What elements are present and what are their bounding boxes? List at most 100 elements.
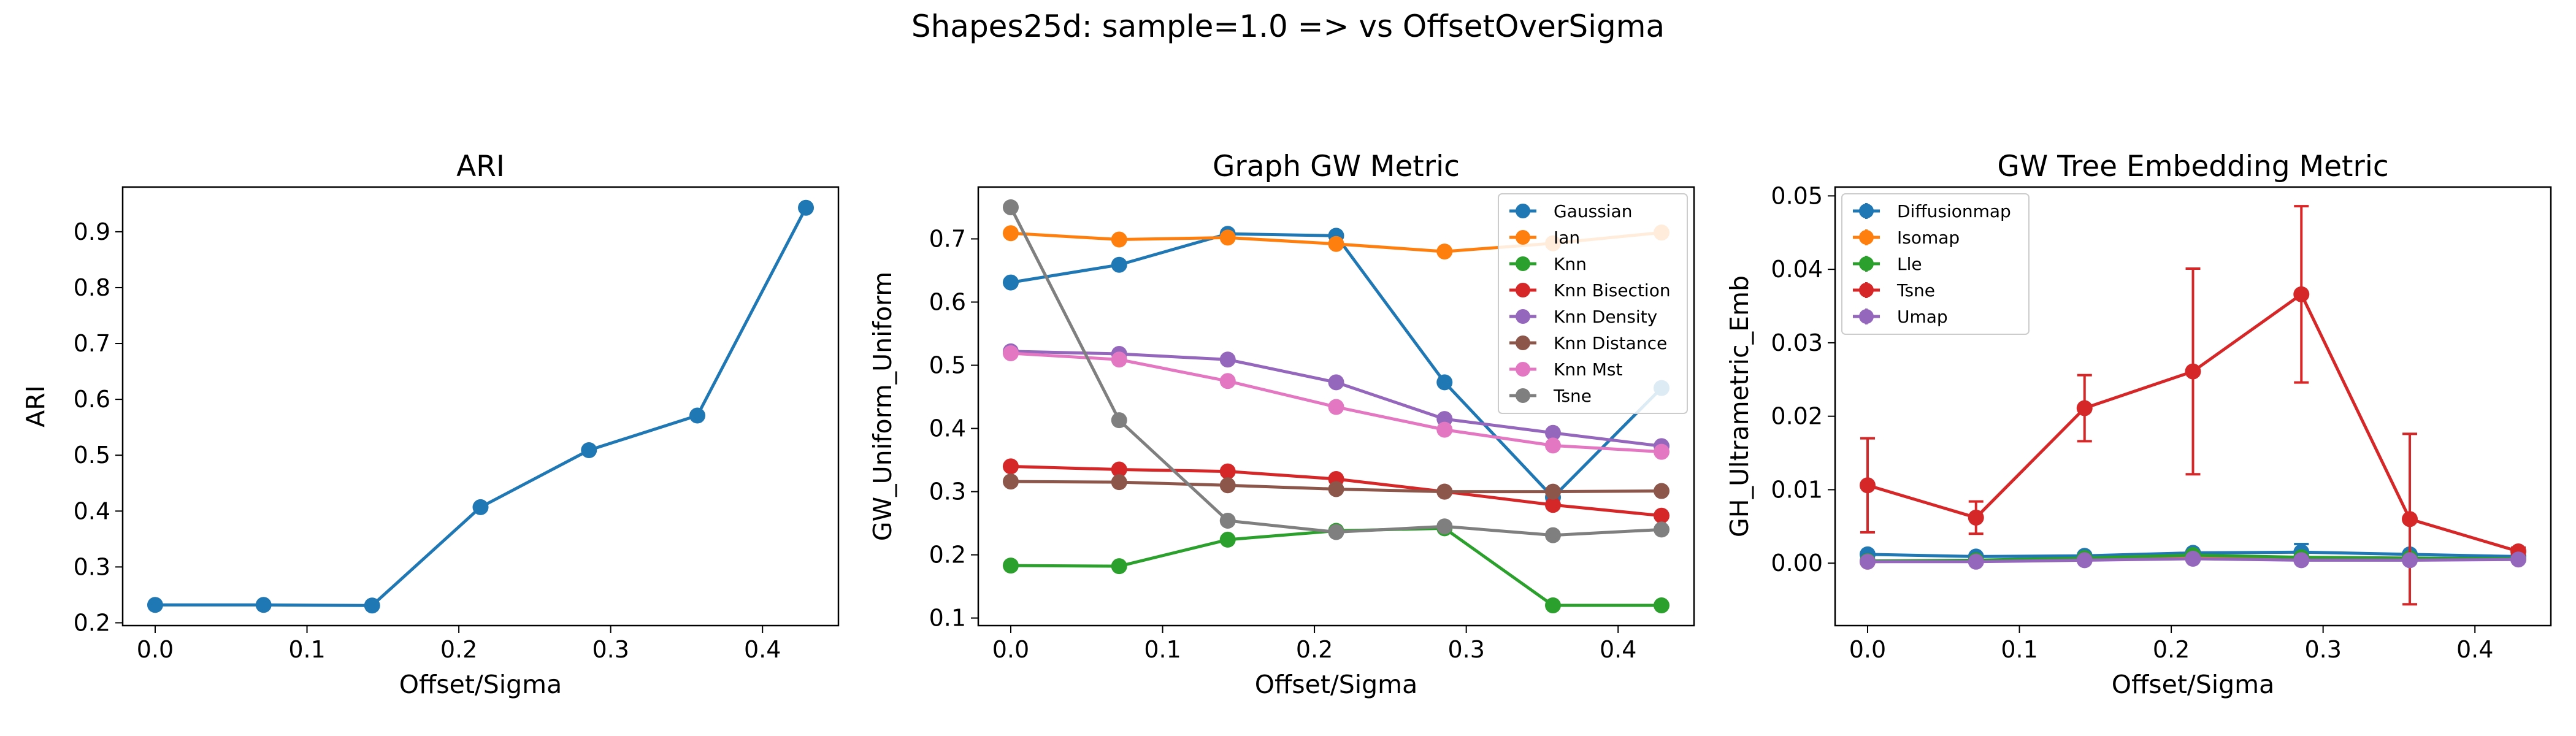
- data-point: [1111, 231, 1127, 248]
- data-point: [2076, 552, 2093, 569]
- data-point: [1219, 373, 1236, 389]
- x-tick-label: 0.4: [2456, 636, 2493, 663]
- panel-title: GW Tree Embedding Metric: [1997, 150, 2388, 183]
- data-point: [2510, 551, 2527, 568]
- data-point: [1002, 274, 1019, 291]
- data-point: [1002, 225, 1019, 242]
- data-point: [1002, 199, 1019, 215]
- legend-label: Knn Distance: [1554, 333, 1667, 353]
- x-tick-label: 0.3: [1447, 636, 1484, 663]
- x-tick-label: 0.2: [1296, 636, 1333, 663]
- data-point: [1436, 483, 1453, 500]
- data-point: [1111, 412, 1127, 429]
- y-tick-label: 0.02: [1771, 403, 1823, 430]
- data-point: [1545, 437, 1562, 454]
- x-tick-label: 0.1: [288, 636, 325, 663]
- legend-frame: [1498, 193, 1688, 414]
- y-tick-label: 0.3: [929, 478, 966, 505]
- series-line: [155, 207, 808, 607]
- x-tick-label: 0.1: [1144, 636, 1181, 663]
- legend-marker: [1516, 309, 1530, 324]
- data-point: [1219, 463, 1236, 480]
- data-point: [472, 499, 489, 515]
- legend-marker: [1516, 388, 1530, 403]
- x-tick-label: 0.2: [440, 636, 477, 663]
- data-point: [1436, 243, 1453, 260]
- data-point: [1968, 509, 1984, 526]
- y-tick-label: 0.4: [929, 415, 966, 442]
- panel-title: ARI: [456, 150, 505, 183]
- data-point: [1328, 481, 1344, 497]
- y-tick-label: 0.4: [74, 497, 110, 524]
- legend-label: Tsne: [1896, 280, 1935, 301]
- axes-frame: [977, 186, 1695, 627]
- panel-title: Graph GW Metric: [1213, 150, 1460, 183]
- data-point: [1654, 507, 1670, 524]
- y-tick-label: 0.05: [1771, 182, 1823, 209]
- data-point: [2076, 400, 2093, 416]
- legend-marker: [1516, 230, 1530, 245]
- series-0: [147, 199, 815, 614]
- data-point: [1219, 229, 1236, 246]
- data-point: [1654, 597, 1670, 614]
- data-point: [1111, 558, 1127, 575]
- legend-label: Knn Bisection: [1554, 280, 1671, 301]
- x-tick-label: 0.3: [2304, 636, 2341, 663]
- x-tick-label: 0.1: [2001, 636, 2037, 663]
- legend-marker: [1516, 256, 1530, 271]
- data-point: [798, 199, 815, 216]
- legend-label: Ian: [1554, 228, 1580, 248]
- y-tick-label: 0.7: [74, 330, 110, 357]
- legend-marker: [1859, 283, 1874, 297]
- data-point: [1436, 421, 1453, 438]
- data-point: [1002, 473, 1019, 490]
- data-point: [1436, 518, 1453, 535]
- legend-label: Diffusionmap: [1897, 201, 2011, 221]
- data-point: [2402, 552, 2418, 569]
- data-point: [2185, 363, 2201, 380]
- data-point: [1002, 558, 1019, 574]
- data-point: [1968, 553, 1984, 570]
- series-knn-mst: [1002, 345, 1670, 460]
- legend: Gaussian Ian Knn Knn Bisection Knn Density Kn…: [1498, 193, 1688, 414]
- series-tsne: [1002, 199, 1670, 543]
- x-tick-label: 0.4: [1600, 636, 1636, 663]
- data-point: [1436, 374, 1453, 391]
- y-tick-label: 0.3: [74, 553, 110, 580]
- data-point: [1219, 477, 1236, 494]
- legend-marker: [1859, 204, 1874, 218]
- data-point: [1328, 236, 1344, 252]
- data-point: [1545, 497, 1562, 513]
- data-point: [1219, 351, 1236, 368]
- y-tick-label: 0.03: [1771, 329, 1823, 356]
- legend-label: Knn: [1554, 254, 1587, 274]
- legend-label: Umap: [1897, 307, 1948, 327]
- data-point: [1111, 256, 1127, 273]
- data-point: [1219, 531, 1236, 548]
- x-tick-label: 0.0: [992, 636, 1029, 663]
- y-axis-label: GH_Ultrametric_Emb: [1725, 275, 1754, 537]
- x-axis-label: Offset/Sigma: [1255, 670, 1418, 699]
- figure-title: Shapes25d: sample=1.0 => vs OffsetOverSi…: [911, 9, 1665, 44]
- legend-label: Tsne: [1553, 386, 1592, 406]
- data-point: [1545, 424, 1562, 441]
- data-point: [1545, 597, 1562, 614]
- data-point: [581, 442, 597, 458]
- legend-label: Gaussian: [1554, 201, 1632, 221]
- legend-label: Knn Density: [1554, 307, 1657, 327]
- y-tick-label: 0.8: [74, 274, 110, 301]
- data-point: [2185, 551, 2201, 567]
- data-point: [2402, 511, 2418, 527]
- legend: Diffusionmap Isomap Lle Tsne Umap: [1841, 193, 2030, 335]
- y-tick-label: 0.2: [929, 542, 966, 569]
- data-point: [1859, 553, 1876, 570]
- legend-marker: [1859, 309, 1874, 324]
- y-tick-label: 0.04: [1771, 256, 1823, 283]
- x-tick-label: 0.0: [1849, 636, 1886, 663]
- series-umap: [1859, 551, 2527, 570]
- data-point: [1545, 483, 1562, 500]
- ari-panel: ARI 0.0 0.1 0.2 0.3 0.4 0.2 0.3 0.4 0.5 0.6 0.7 0.8 0…: [21, 150, 840, 699]
- axes-frame: [1834, 186, 2552, 627]
- legend-marker: [1859, 230, 1874, 245]
